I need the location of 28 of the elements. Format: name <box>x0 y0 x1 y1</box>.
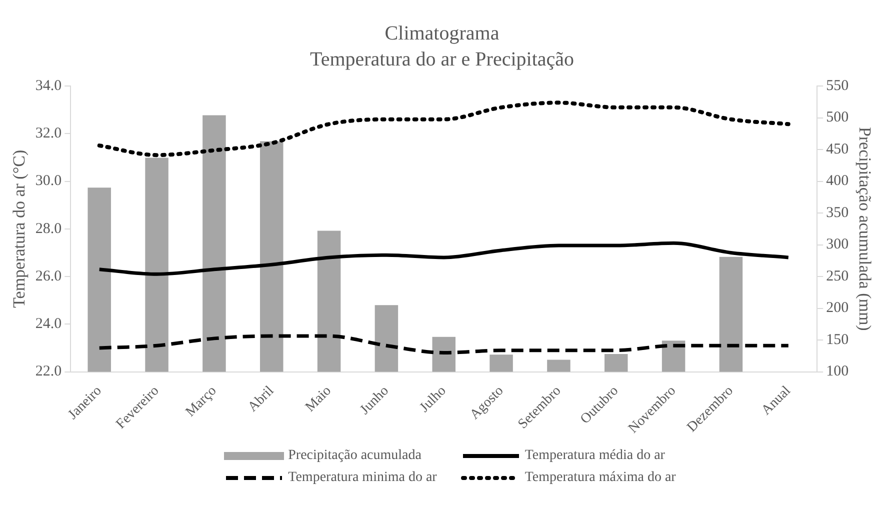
y2-tick-label: 200 <box>826 300 849 316</box>
y2-tick-label: 250 <box>826 268 849 284</box>
y2-tick-label: 100 <box>826 364 849 380</box>
line-series <box>97 100 790 158</box>
y2-tick-label: 550 <box>826 78 849 94</box>
y2-axis-title: Precipitação acumulada (mm) <box>855 126 874 331</box>
y-tick-label: 32.0 <box>35 126 62 142</box>
legend-label: Temperatura máxima do ar <box>524 470 676 486</box>
y2-tick-label: 350 <box>826 204 849 221</box>
y-tick-label: 24.0 <box>35 316 62 332</box>
legend-label: Temperatura minima do ar <box>288 470 437 486</box>
y-tick-label: 22.0 <box>35 364 62 380</box>
legend-label: Precipitação acumulada <box>288 448 422 464</box>
line-series <box>98 334 790 354</box>
y2-tick-label: 400 <box>826 173 849 190</box>
y-tick-label: 34.0 <box>35 78 62 94</box>
y-tick-label: 26.0 <box>35 268 62 284</box>
y-tick-label: 28.0 <box>35 220 62 237</box>
y2-tick-label: 450 <box>826 141 849 158</box>
y2-tick-label: 500 <box>826 110 849 126</box>
y2-tick-label: 150 <box>826 332 849 348</box>
chart-title: Climatograma <box>384 22 500 44</box>
y-axis-title: Temperatura do ar (°C) <box>10 150 29 308</box>
legend-label: Temperatura média do ar <box>524 448 665 464</box>
line-series <box>98 241 790 276</box>
y2-tick-label: 300 <box>826 236 849 253</box>
y-tick-label: 30.0 <box>35 173 62 190</box>
chart-subtitle: Temperatura do ar e Precipitação <box>310 48 574 70</box>
